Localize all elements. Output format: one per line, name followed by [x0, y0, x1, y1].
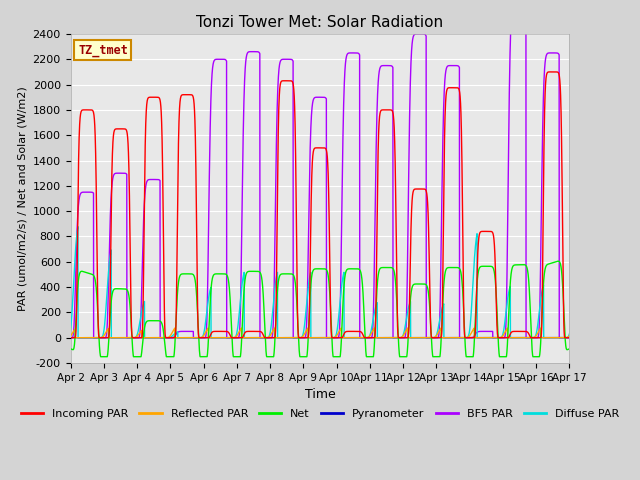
- Legend: Incoming PAR, Reflected PAR, Net, Pyranometer, BF5 PAR, Diffuse PAR: Incoming PAR, Reflected PAR, Net, Pyrano…: [17, 405, 623, 423]
- X-axis label: Time: Time: [305, 388, 335, 401]
- Text: TZ_tmet: TZ_tmet: [78, 44, 128, 57]
- Y-axis label: PAR (umol/m2/s) / Net and Solar (W/m2): PAR (umol/m2/s) / Net and Solar (W/m2): [17, 86, 27, 311]
- Title: Tonzi Tower Met: Solar Radiation: Tonzi Tower Met: Solar Radiation: [196, 15, 444, 30]
